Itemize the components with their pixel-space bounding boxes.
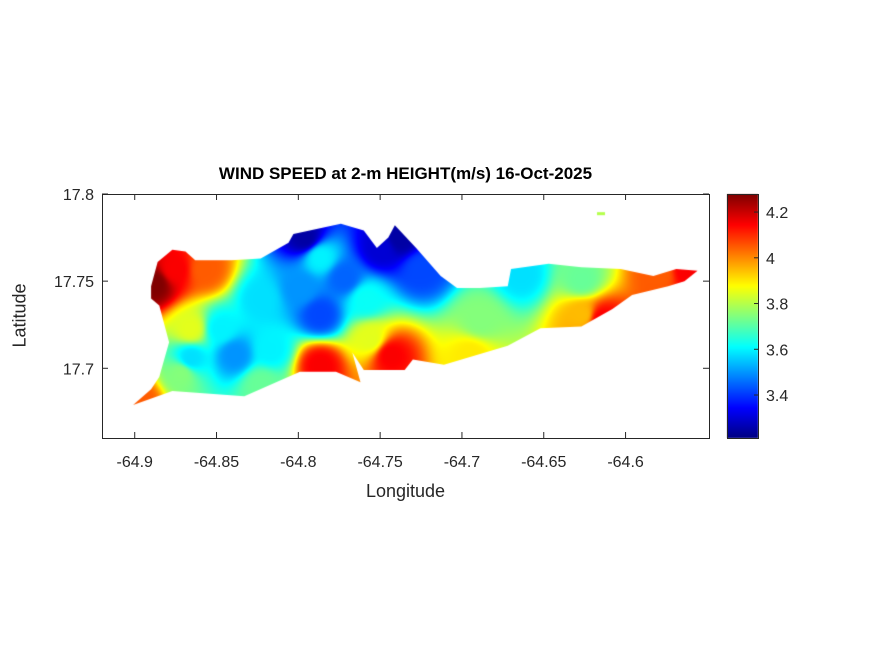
colorbar-tick-label: 4.2 xyxy=(766,205,788,222)
colorbar-tick-label: 3.4 xyxy=(766,388,788,405)
x-tick-label: -64.85 xyxy=(194,454,239,471)
x-tick-label: -64.6 xyxy=(607,454,644,471)
colorbar-tick-label: 3.6 xyxy=(766,342,788,359)
y-tick-label: 17.7 xyxy=(63,361,94,378)
colorbar-tick-label: 3.8 xyxy=(766,297,788,314)
x-tick-label: -64.7 xyxy=(444,454,481,471)
chart-title: WIND SPEED at 2-m HEIGHT(m/s) 16-Oct-202… xyxy=(218,164,593,183)
y-tick-label: 17.75 xyxy=(54,274,94,291)
x-tick-label: -64.9 xyxy=(116,454,153,471)
x-tick-label: -64.8 xyxy=(280,454,317,471)
colorbar-tick-label: 4 xyxy=(766,251,775,268)
x-axis-label: Longitude xyxy=(365,481,446,501)
y-axis-label: Latitude xyxy=(9,283,30,348)
colorbar-box xyxy=(727,194,759,439)
x-tick-label: -64.65 xyxy=(521,454,566,471)
axes-box xyxy=(102,194,710,439)
x-tick-label: -64.75 xyxy=(357,454,402,471)
y-tick-label: 17.8 xyxy=(63,187,94,204)
